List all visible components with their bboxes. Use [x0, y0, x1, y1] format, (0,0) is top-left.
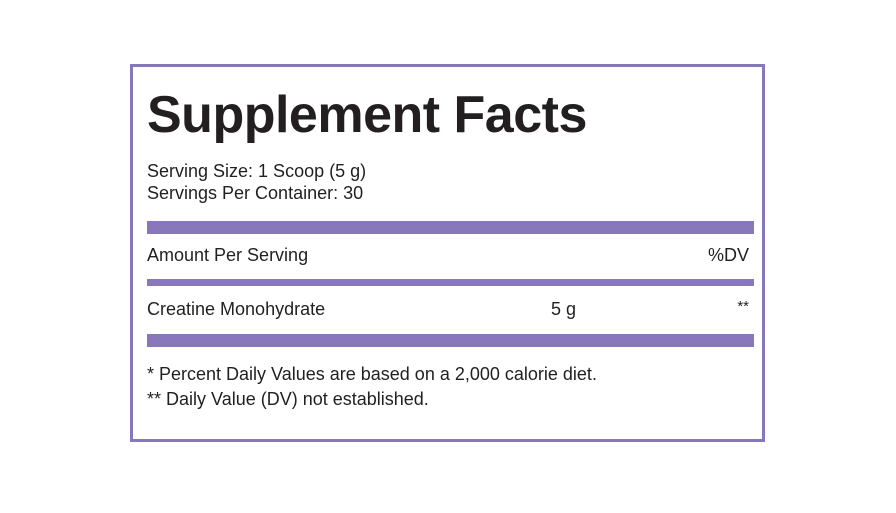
ingredient-dv: ** [737, 298, 749, 315]
ingredient-name: Creatine Monohydrate [147, 299, 326, 319]
panel-title: Supplement Facts [147, 86, 587, 144]
amount-per-serving-header: Amount Per Serving [147, 245, 309, 265]
footnote-percent-dv: * Percent Daily Values are based on a 2,… [147, 364, 597, 384]
supplement-facts-panel: Supplement Facts Serving Size: 1 Scoop (… [130, 64, 765, 442]
divider-thick-bottom [147, 334, 754, 347]
serving-size: Serving Size: 1 Scoop (5 g) [147, 161, 367, 181]
footnote-dv-not-established: ** Daily Value (DV) not established. [147, 389, 429, 409]
divider-medium [147, 279, 754, 286]
daily-value-header: %DV [707, 245, 749, 265]
ingredient-amount: 5 g [551, 299, 577, 319]
servings-per-container: Servings Per Container: 30 [147, 183, 364, 203]
divider-thick-top [147, 221, 754, 234]
